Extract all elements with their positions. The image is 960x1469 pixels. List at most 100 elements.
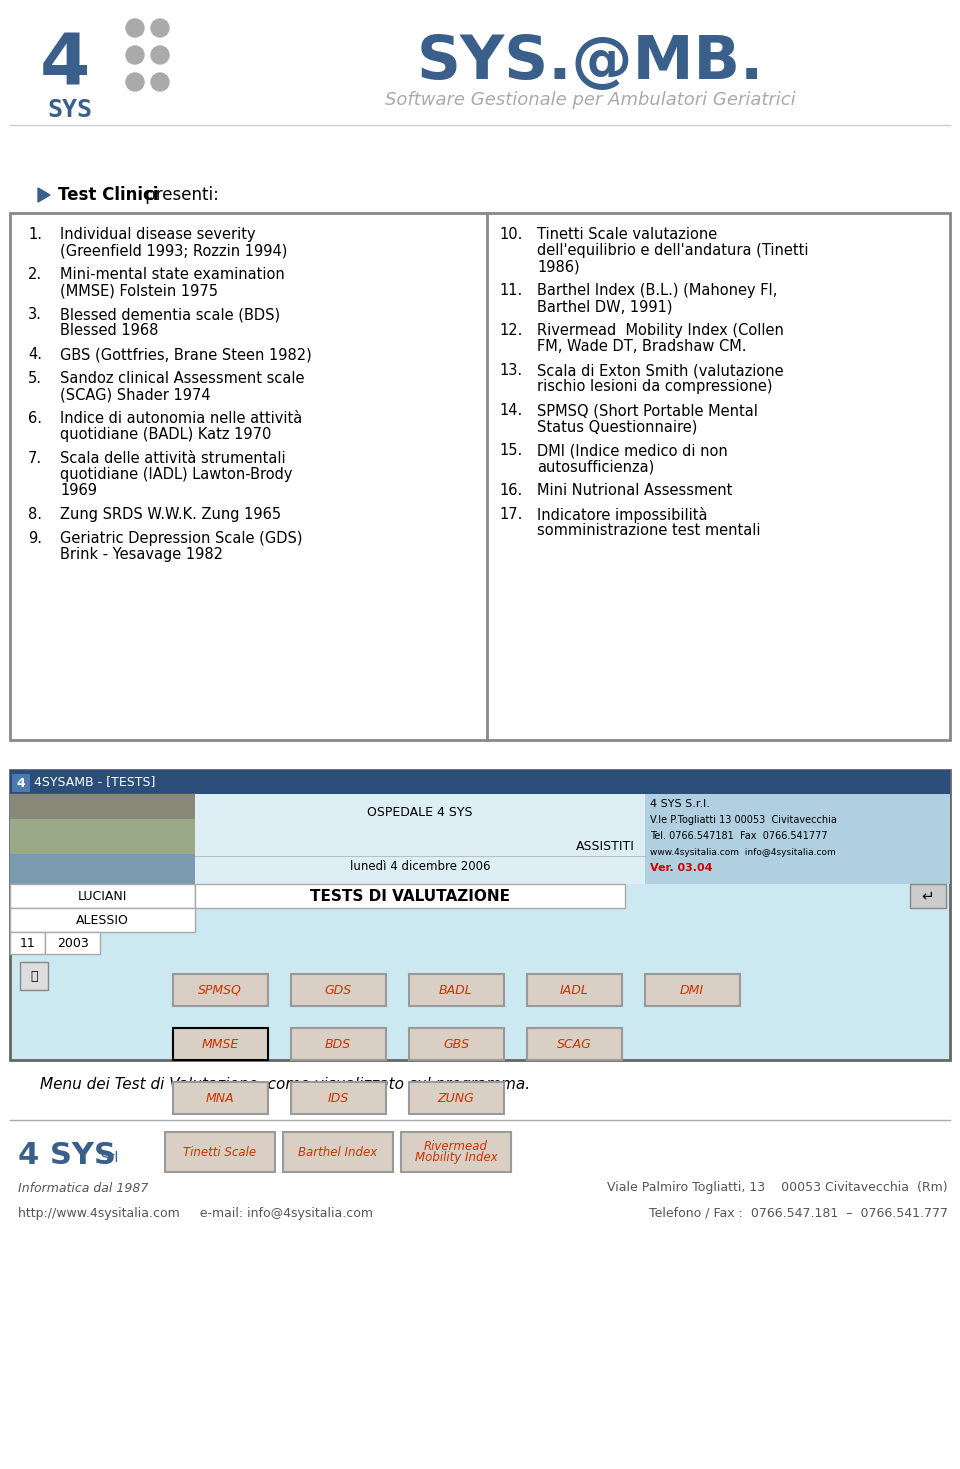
Text: Status Questionnaire): Status Questionnaire) bbox=[537, 419, 697, 433]
Text: www.4sysitalia.com  info@4sysitalia.com: www.4sysitalia.com info@4sysitalia.com bbox=[650, 848, 836, 856]
Text: lunedì 4 dicembre 2006: lunedì 4 dicembre 2006 bbox=[349, 859, 491, 873]
Text: 9.: 9. bbox=[28, 530, 42, 546]
Text: SCAG: SCAG bbox=[557, 1037, 591, 1050]
Polygon shape bbox=[38, 188, 50, 203]
Text: SPMSQ (Short Portable Mental: SPMSQ (Short Portable Mental bbox=[537, 403, 757, 419]
Text: Indicatore impossibilità: Indicatore impossibilità bbox=[537, 507, 708, 523]
Text: DMI (Indice medico di non: DMI (Indice medico di non bbox=[537, 444, 728, 458]
Text: 1.: 1. bbox=[28, 228, 42, 242]
Text: 7.: 7. bbox=[28, 451, 42, 466]
Text: 5.: 5. bbox=[28, 372, 42, 386]
Text: Informatica dal 1987: Informatica dal 1987 bbox=[18, 1181, 149, 1194]
Text: TESTS DI VALUTAZIONE: TESTS DI VALUTAZIONE bbox=[310, 889, 510, 903]
Text: 14.: 14. bbox=[499, 403, 522, 419]
Bar bbox=[12, 774, 30, 792]
Text: quotidiane (BADL) Katz 1970: quotidiane (BADL) Katz 1970 bbox=[60, 427, 272, 442]
Text: Telefono / Fax :  0766.547.181  –  0766.541.777: Telefono / Fax : 0766.547.181 – 0766.541… bbox=[649, 1206, 948, 1219]
Text: 13.: 13. bbox=[499, 363, 522, 378]
Bar bbox=[10, 795, 195, 820]
Text: 15.: 15. bbox=[499, 444, 522, 458]
Text: autosufficienza): autosufficienza) bbox=[537, 458, 655, 474]
Text: 1986): 1986) bbox=[537, 259, 580, 275]
Text: Geriatric Depression Scale (GDS): Geriatric Depression Scale (GDS) bbox=[60, 530, 302, 546]
Text: Ver. 03.04: Ver. 03.04 bbox=[650, 862, 712, 873]
Bar bbox=[10, 770, 950, 795]
Bar bbox=[10, 931, 45, 953]
Bar bbox=[45, 931, 100, 953]
Text: DMI: DMI bbox=[680, 984, 704, 996]
Text: Test Clinici: Test Clinici bbox=[58, 187, 158, 204]
Text: Blessed 1968: Blessed 1968 bbox=[60, 323, 158, 338]
Text: 11: 11 bbox=[19, 937, 36, 949]
Text: SYS.@MB.: SYS.@MB. bbox=[417, 32, 763, 91]
Bar bbox=[10, 770, 950, 1061]
Text: Zung SRDS W.W.K. Zung 1965: Zung SRDS W.W.K. Zung 1965 bbox=[60, 507, 281, 521]
Text: BDS: BDS bbox=[324, 1037, 351, 1050]
Text: Software Gestionale per Ambulatori Geriatrici: Software Gestionale per Ambulatori Geria… bbox=[385, 91, 795, 109]
Text: 🔧: 🔧 bbox=[31, 970, 37, 983]
Text: Rivermead: Rivermead bbox=[424, 1140, 488, 1153]
Text: Indice di autonomia nelle attività: Indice di autonomia nelle attività bbox=[60, 411, 302, 426]
Text: Menu dei Test di Valutazione, come visualizzato sul programma.: Menu dei Test di Valutazione, come visua… bbox=[40, 1077, 530, 1093]
Bar bbox=[173, 1083, 268, 1114]
Bar bbox=[10, 795, 195, 884]
Bar bbox=[409, 1028, 503, 1061]
Text: 17.: 17. bbox=[499, 507, 522, 521]
Bar bbox=[195, 795, 645, 884]
Text: 3.: 3. bbox=[28, 307, 42, 322]
Text: (MMSE) Folstein 1975: (MMSE) Folstein 1975 bbox=[60, 284, 218, 298]
Text: Srl: Srl bbox=[100, 1152, 118, 1165]
Text: Tinetti Scale valutazione: Tinetti Scale valutazione bbox=[537, 228, 717, 242]
Text: (Greenfield 1993; Rozzin 1994): (Greenfield 1993; Rozzin 1994) bbox=[60, 242, 287, 259]
Text: GBS: GBS bbox=[443, 1037, 469, 1050]
Text: 11.: 11. bbox=[499, 284, 522, 298]
Bar bbox=[526, 974, 621, 1006]
Text: 16.: 16. bbox=[499, 483, 522, 498]
Text: GBS (Gottfries, Brane Steen 1982): GBS (Gottfries, Brane Steen 1982) bbox=[60, 347, 312, 361]
Text: presenti:: presenti: bbox=[140, 187, 219, 204]
Text: 4 SYS: 4 SYS bbox=[18, 1140, 116, 1169]
Text: 2.: 2. bbox=[28, 267, 42, 282]
Text: Barthel Index: Barthel Index bbox=[299, 1146, 377, 1159]
Text: Viale Palmiro Togliatti, 13    00053 Civitavecchia  (Rm): Viale Palmiro Togliatti, 13 00053 Civita… bbox=[608, 1181, 948, 1194]
Text: SPMSQ: SPMSQ bbox=[198, 984, 242, 996]
Bar bbox=[910, 884, 946, 908]
Text: ASSISTITI: ASSISTITI bbox=[576, 839, 635, 852]
Bar bbox=[165, 1133, 275, 1172]
Bar bbox=[173, 1028, 268, 1061]
Text: ↵: ↵ bbox=[922, 889, 934, 903]
Text: Mobility Index: Mobility Index bbox=[415, 1152, 497, 1165]
Text: MMSE: MMSE bbox=[202, 1037, 239, 1050]
Bar bbox=[20, 962, 48, 990]
Bar bbox=[10, 908, 195, 931]
Bar bbox=[10, 884, 195, 908]
Circle shape bbox=[126, 19, 144, 37]
Text: somministrazione test mentali: somministrazione test mentali bbox=[537, 523, 760, 538]
Bar bbox=[10, 820, 195, 853]
Text: OSPEDALE 4 SYS: OSPEDALE 4 SYS bbox=[368, 805, 472, 818]
Bar bbox=[291, 1083, 386, 1114]
Bar bbox=[401, 1133, 511, 1172]
Text: Tinetti Scale: Tinetti Scale bbox=[183, 1146, 256, 1159]
Circle shape bbox=[126, 73, 144, 91]
Text: 4 SYS S.r.l.: 4 SYS S.r.l. bbox=[650, 799, 709, 809]
Text: 4: 4 bbox=[16, 777, 25, 789]
Text: 12.: 12. bbox=[499, 323, 522, 338]
Bar bbox=[409, 974, 503, 1006]
Text: MNA: MNA bbox=[205, 1091, 234, 1105]
Text: Barthel Index (B.L.) (Mahoney FI,: Barthel Index (B.L.) (Mahoney FI, bbox=[537, 284, 778, 298]
Text: Individual disease severity: Individual disease severity bbox=[60, 228, 255, 242]
Text: Mini-mental state examination: Mini-mental state examination bbox=[60, 267, 285, 282]
Bar bbox=[10, 213, 950, 740]
Text: SYS: SYS bbox=[47, 98, 92, 122]
Text: 4: 4 bbox=[39, 31, 90, 100]
Bar bbox=[173, 974, 268, 1006]
Text: FM, Wade DT, Bradshaw CM.: FM, Wade DT, Bradshaw CM. bbox=[537, 339, 747, 354]
Text: Mini Nutrional Assessment: Mini Nutrional Assessment bbox=[537, 483, 732, 498]
Text: 6.: 6. bbox=[28, 411, 42, 426]
Text: V.le P.Togliatti 13 00053  Civitavecchia: V.le P.Togliatti 13 00053 Civitavecchia bbox=[650, 815, 837, 826]
Bar bbox=[10, 853, 195, 884]
Text: Scala di Exton Smith (valutazione: Scala di Exton Smith (valutazione bbox=[537, 363, 783, 378]
Text: IDS: IDS bbox=[327, 1091, 348, 1105]
Text: Blessed dementia scale (BDS): Blessed dementia scale (BDS) bbox=[60, 307, 280, 322]
